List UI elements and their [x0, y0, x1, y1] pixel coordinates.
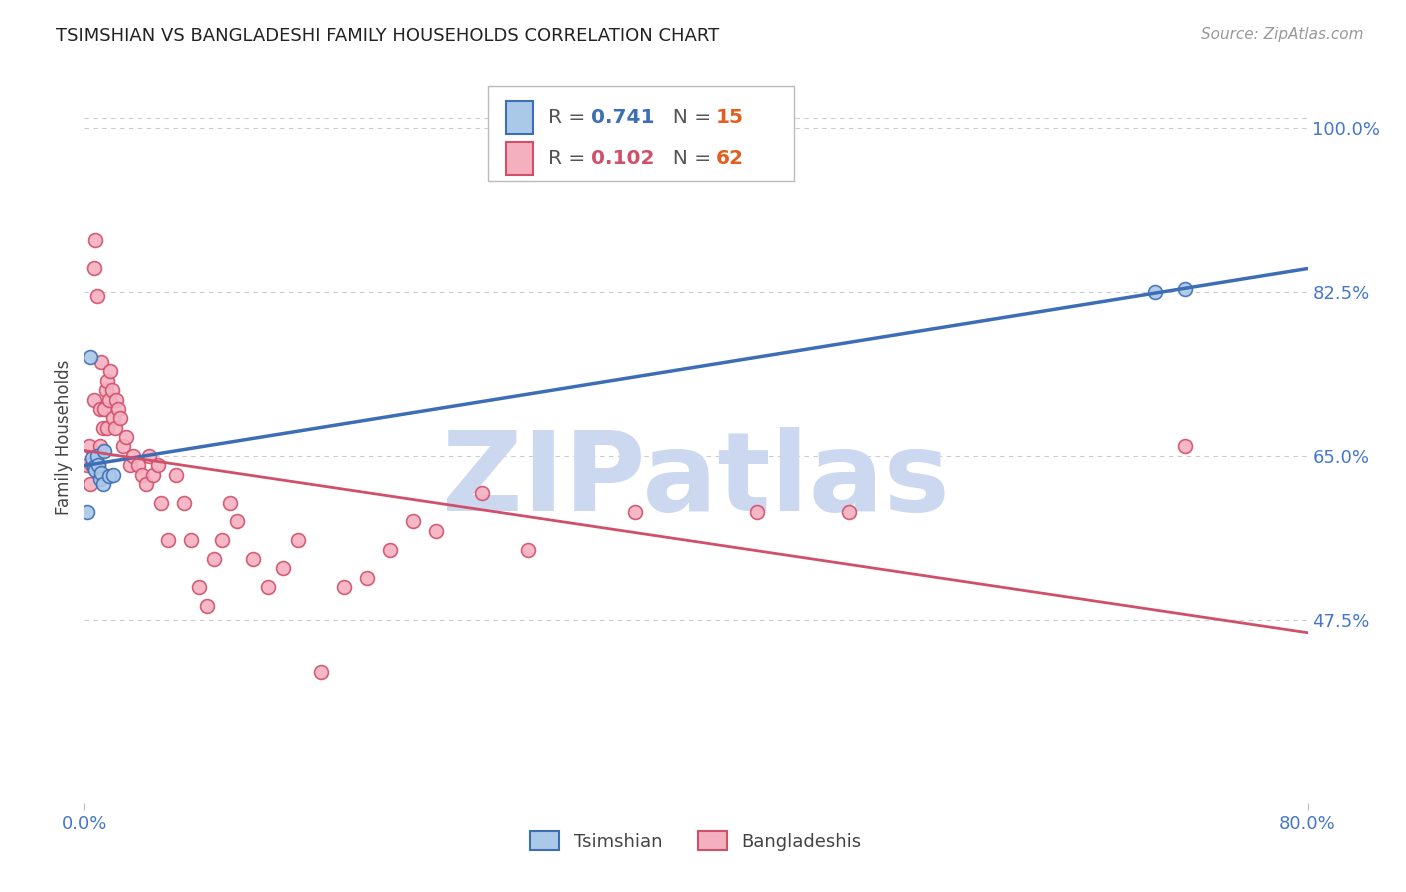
- Point: [105, 392, 128, 407]
- Point: [333, 580, 356, 594]
- Point: [89, 401, 111, 416]
- Point: [173, 496, 195, 510]
- Point: [107, 401, 129, 416]
- Point: [356, 571, 378, 585]
- Point: [138, 449, 160, 463]
- Point: [86, 289, 108, 303]
- Point: [111, 440, 134, 454]
- Point: [516, 542, 538, 557]
- Text: Source: ZipAtlas.com: Source: ZipAtlas.com: [1201, 27, 1364, 42]
- Point: [96, 420, 118, 434]
- Point: [97, 392, 120, 407]
- Point: [103, 467, 125, 482]
- Point: [77, 440, 100, 454]
- Point: [1174, 440, 1197, 454]
- Point: [90, 355, 112, 369]
- Text: 15: 15: [716, 108, 744, 128]
- Point: [142, 467, 165, 482]
- Point: [83, 261, 105, 276]
- Point: [287, 533, 309, 548]
- Point: [101, 383, 124, 397]
- Point: [242, 552, 264, 566]
- Point: [127, 458, 149, 473]
- Point: [425, 524, 447, 538]
- Point: [226, 515, 249, 529]
- Point: [76, 505, 98, 519]
- Text: R =: R =: [548, 149, 592, 168]
- Text: N =: N =: [661, 149, 718, 168]
- Point: [104, 420, 127, 434]
- Point: [402, 515, 425, 529]
- Point: [165, 467, 187, 482]
- Point: [135, 477, 157, 491]
- Text: N =: N =: [661, 108, 718, 128]
- Point: [96, 374, 118, 388]
- Point: [311, 665, 333, 679]
- Point: [94, 383, 117, 397]
- Point: [122, 449, 145, 463]
- Point: [180, 533, 202, 548]
- Point: [83, 460, 105, 475]
- Point: [202, 552, 225, 566]
- Text: 0.741: 0.741: [591, 108, 654, 128]
- Point: [120, 458, 142, 473]
- Point: [146, 458, 169, 473]
- Point: [89, 440, 111, 454]
- Point: [114, 430, 136, 444]
- Point: [98, 364, 121, 378]
- Point: [91, 477, 114, 491]
- Text: 0.102: 0.102: [591, 149, 654, 168]
- FancyBboxPatch shape: [488, 86, 794, 181]
- Point: [1143, 285, 1166, 299]
- Text: ZIPatlas: ZIPatlas: [441, 427, 950, 534]
- Point: [84, 463, 107, 477]
- Point: [87, 458, 110, 473]
- Point: [91, 420, 114, 434]
- Point: [131, 467, 153, 482]
- Point: [89, 472, 111, 486]
- Point: [838, 505, 860, 519]
- Point: [80, 450, 103, 465]
- Text: TSIMSHIAN VS BANGLADESHI FAMILY HOUSEHOLDS CORRELATION CHART: TSIMSHIAN VS BANGLADESHI FAMILY HOUSEHOL…: [56, 27, 720, 45]
- Y-axis label: Family Households: Family Households: [55, 359, 73, 515]
- Point: [83, 392, 105, 407]
- Point: [86, 449, 108, 463]
- Point: [380, 542, 402, 557]
- Point: [471, 486, 494, 500]
- FancyBboxPatch shape: [506, 102, 533, 134]
- Point: [97, 469, 120, 483]
- Point: [149, 496, 172, 510]
- Point: [188, 580, 211, 594]
- Point: [108, 411, 131, 425]
- Legend: Tsimshian, Bangladeshis: Tsimshian, Bangladeshis: [522, 822, 870, 860]
- Point: [79, 477, 101, 491]
- Point: [84, 233, 107, 247]
- Point: [157, 533, 180, 548]
- Point: [90, 466, 112, 480]
- Point: [747, 505, 769, 519]
- Point: [271, 561, 294, 575]
- Point: [79, 351, 101, 365]
- Point: [218, 496, 240, 510]
- Point: [80, 458, 103, 473]
- Point: [76, 458, 98, 473]
- Point: [103, 411, 125, 425]
- Point: [87, 458, 110, 473]
- Text: 62: 62: [716, 149, 744, 168]
- Point: [93, 444, 115, 458]
- FancyBboxPatch shape: [506, 142, 533, 175]
- Text: R =: R =: [548, 108, 592, 128]
- Point: [257, 580, 280, 594]
- Point: [211, 533, 233, 548]
- Point: [624, 505, 647, 519]
- Point: [195, 599, 218, 613]
- Point: [1174, 282, 1197, 296]
- Point: [93, 401, 115, 416]
